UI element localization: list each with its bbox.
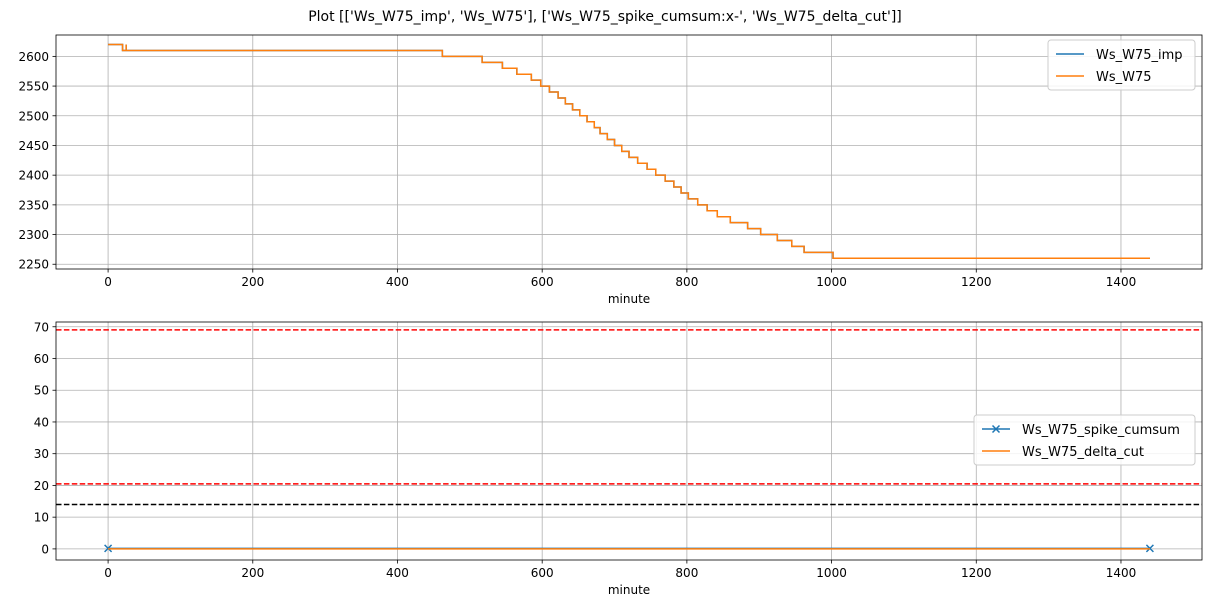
x-axis-label: minute — [608, 292, 650, 306]
axes-frame — [55, 34, 1203, 270]
y-tick-label: 2500 — [18, 109, 49, 123]
legend-label-0: Ws_W75_imp — [1096, 48, 1183, 63]
x-tick-label: 400 — [386, 566, 409, 580]
y-tick-label: 2550 — [18, 80, 49, 94]
subplot-bottom: 0 200 400 600 800 1000 1200 1400 0 10 20 30 40 50 60 70… — [34, 320, 1203, 597]
y-tick-label: 50 — [34, 384, 49, 398]
x-tick-label: 0 — [104, 275, 112, 289]
y-tick-label: 70 — [34, 320, 49, 334]
x-tick-label: 400 — [386, 275, 409, 289]
x-axis-label: minute — [608, 583, 650, 597]
x-tick-label: 1400 — [1106, 275, 1137, 289]
axes-frame — [55, 321, 1203, 561]
x-tick-label: 0 — [104, 566, 112, 580]
y-tick-label: 20 — [34, 479, 49, 493]
y-tick-label: 0 — [41, 542, 49, 556]
x-tick-label: 1400 — [1106, 566, 1137, 580]
legend-label-1: Ws_W75_delta_cut — [1022, 445, 1144, 460]
series-line-1 — [108, 43, 1150, 260]
x-tick-label: 600 — [531, 275, 554, 289]
legend-label-0: Ws_W75_spike_cumsum — [1022, 423, 1180, 438]
y-tick-label: 60 — [34, 352, 49, 366]
y-tick-label: 2600 — [18, 50, 49, 64]
legend: Ws_W75_imp Ws_W75 — [1047, 39, 1196, 91]
x-tick-label: 1200 — [961, 566, 992, 580]
plot-area — [108, 43, 1150, 260]
x-tick-label: 800 — [675, 566, 698, 580]
x-tick-label: 600 — [531, 566, 554, 580]
y-tick-label: 2450 — [18, 139, 49, 153]
y-tick-label: 2250 — [18, 258, 49, 272]
y-tick-label: 2350 — [18, 198, 49, 212]
x-tick-label: 800 — [675, 275, 698, 289]
y-tick-label: 40 — [34, 415, 49, 429]
y-tick-label: 10 — [34, 511, 49, 525]
x-tick-label: 1000 — [816, 566, 847, 580]
legend-frame — [1047, 39, 1196, 91]
legend-marker — [991, 424, 1001, 434]
legend: Ws_W75_spike_cumsum Ws_W75_delta_cut — [973, 414, 1196, 466]
x-tick-label: 200 — [241, 566, 264, 580]
subplot-top: 0 200 400 600 800 1000 1200 1400 2250 2300 2350 240… — [18, 34, 1203, 306]
x-tick-label: 200 — [241, 275, 264, 289]
legend-label-1: Ws_W75 — [1096, 70, 1152, 85]
x-tick-label: 1000 — [816, 275, 847, 289]
y-tick-label: 2300 — [18, 228, 49, 242]
legend-frame — [973, 414, 1196, 466]
plot-area — [56, 329, 1202, 553]
x-tick-label: 1200 — [961, 275, 992, 289]
y-tick-label: 30 — [34, 447, 49, 461]
y-tick-label: 2400 — [18, 169, 49, 183]
figure-title: Plot [['Ws_W75_imp', 'Ws_W75'], ['Ws_W75… — [308, 9, 902, 25]
